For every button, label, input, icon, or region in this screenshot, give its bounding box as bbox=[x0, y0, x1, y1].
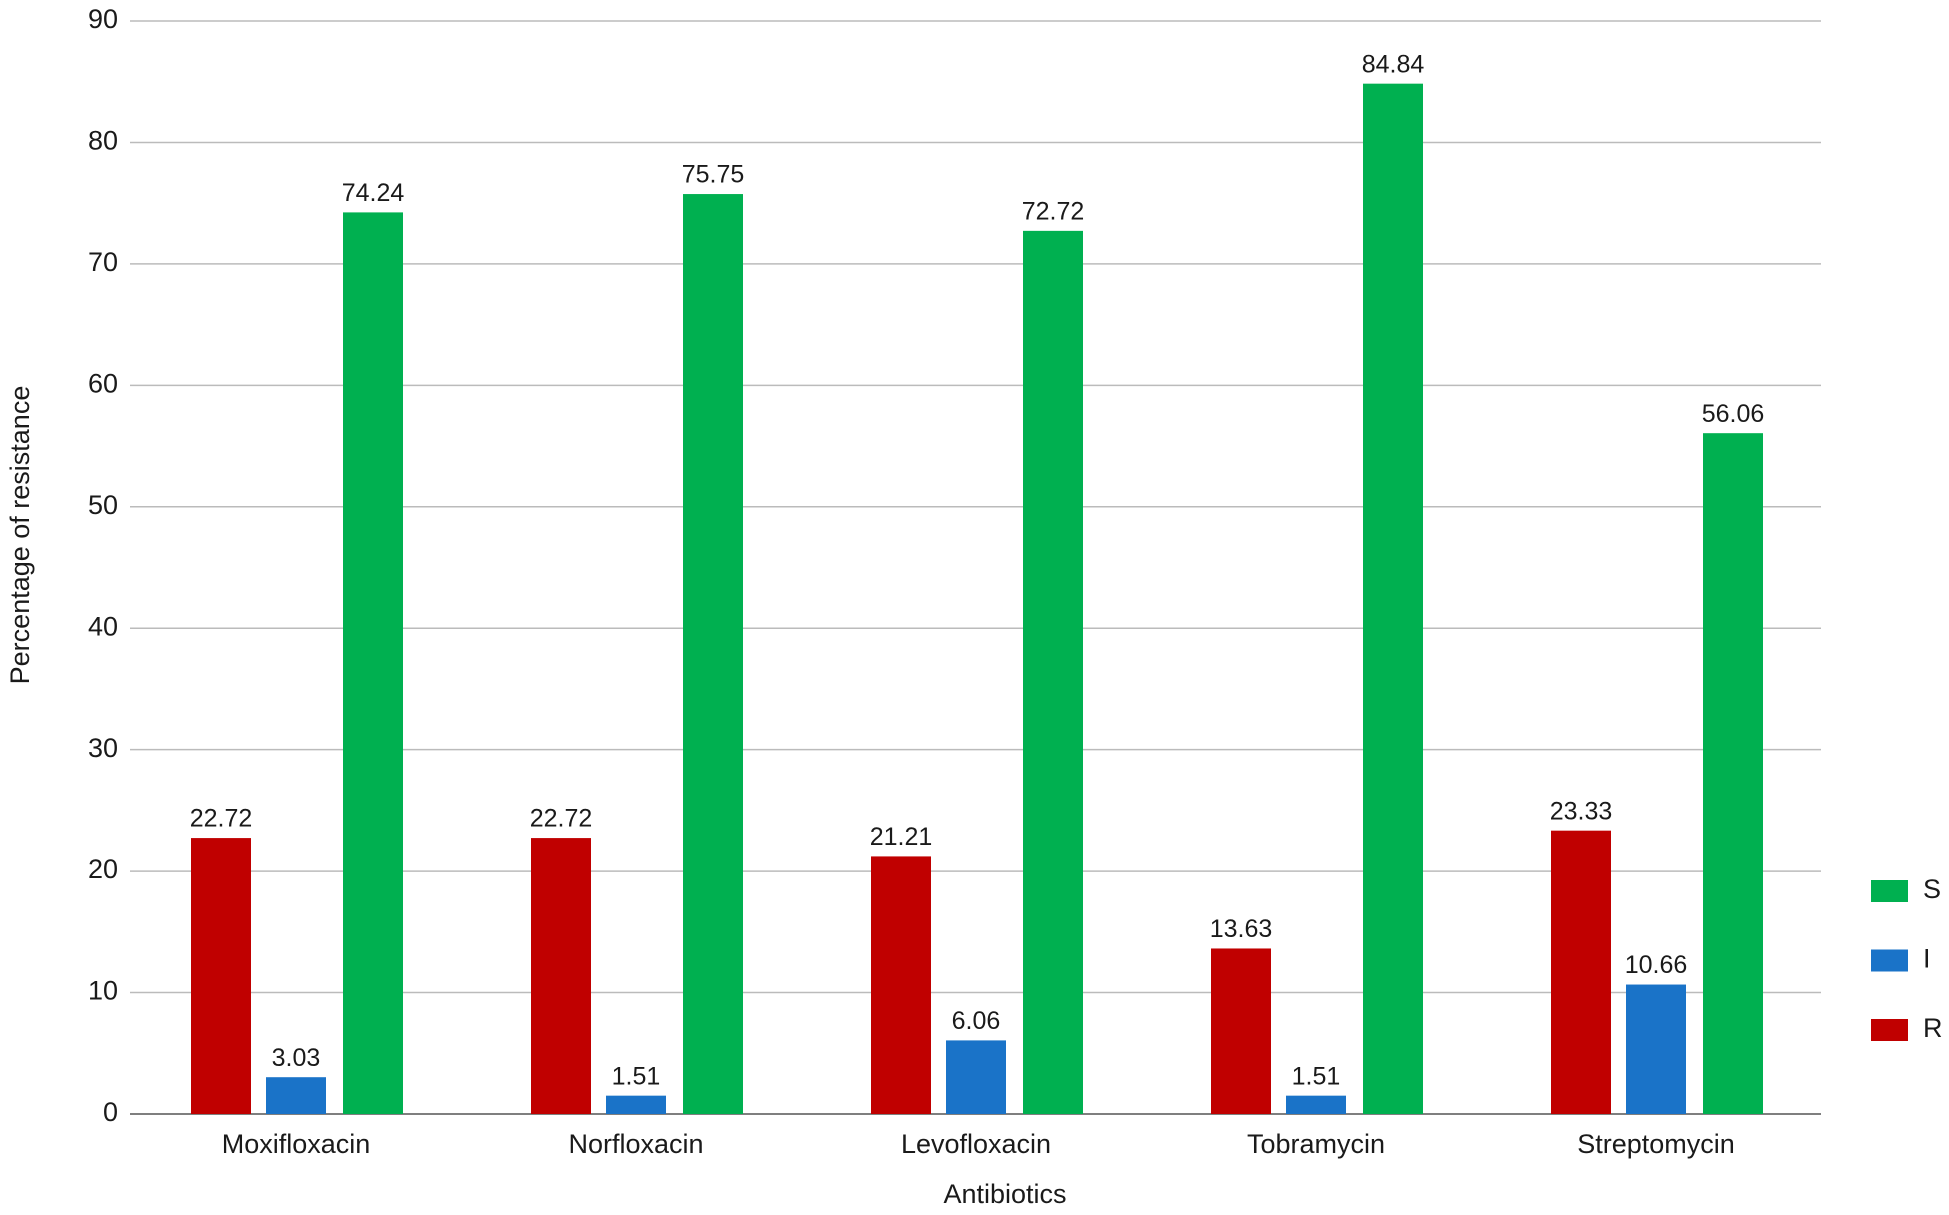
bar bbox=[1551, 830, 1611, 1114]
value-label: 56.06 bbox=[1702, 400, 1765, 428]
bar bbox=[1363, 83, 1423, 1115]
bar bbox=[531, 838, 591, 1114]
value-label: 72.72 bbox=[1022, 197, 1085, 225]
value-label: 3.03 bbox=[272, 1044, 321, 1072]
y-axis-label: Percentage of resistance bbox=[5, 386, 35, 685]
value-label: 10.66 bbox=[1625, 951, 1688, 979]
bar bbox=[946, 1040, 1006, 1114]
y-tick-label: 10 bbox=[88, 976, 118, 1006]
y-tick-label: 90 bbox=[88, 4, 118, 34]
bar bbox=[871, 856, 931, 1114]
y-tick-label: 60 bbox=[88, 368, 118, 398]
x-tick-label: Levofloxacin bbox=[901, 1129, 1051, 1159]
legend-label: S bbox=[1923, 874, 1941, 904]
legend-swatch bbox=[1871, 949, 1908, 972]
bar bbox=[1626, 984, 1686, 1114]
value-label: 21.21 bbox=[870, 823, 933, 851]
y-tick-label: 40 bbox=[88, 611, 118, 641]
y-tick-label: 50 bbox=[88, 490, 118, 520]
value-label: 23.33 bbox=[1550, 797, 1613, 825]
y-tick-label: 0 bbox=[103, 1097, 118, 1127]
bar bbox=[1211, 948, 1271, 1114]
x-tick-label: Tobramycin bbox=[1247, 1129, 1385, 1159]
bar bbox=[266, 1077, 326, 1114]
value-label: 75.75 bbox=[682, 161, 745, 189]
y-tick-label: 80 bbox=[88, 126, 118, 156]
bar bbox=[191, 838, 251, 1114]
legend-label: I bbox=[1923, 944, 1931, 974]
value-label: 1.51 bbox=[1292, 1062, 1341, 1090]
value-label: 84.84 bbox=[1362, 50, 1425, 78]
value-label: 6.06 bbox=[952, 1007, 1001, 1035]
x-axis-label: Antibiotics bbox=[943, 1179, 1066, 1209]
x-tick-label: Moxifloxacin bbox=[222, 1129, 371, 1159]
value-label: 74.24 bbox=[342, 179, 405, 207]
y-tick-label: 20 bbox=[88, 854, 118, 884]
value-label: 22.72 bbox=[190, 805, 253, 833]
x-tick-label: Norfloxacin bbox=[568, 1129, 703, 1159]
bar bbox=[1703, 433, 1763, 1114]
x-tick-label: Streptomycin bbox=[1577, 1129, 1735, 1159]
legend-swatch bbox=[1871, 880, 1908, 902]
bar bbox=[1023, 230, 1083, 1114]
legend-swatch bbox=[1871, 1019, 1908, 1041]
bar bbox=[343, 212, 403, 1115]
value-label: 22.72 bbox=[530, 805, 593, 833]
y-tick-label: 70 bbox=[88, 247, 118, 277]
legend-label: R bbox=[1923, 1013, 1943, 1043]
bar bbox=[683, 194, 743, 1114]
value-label: 1.51 bbox=[612, 1062, 661, 1090]
value-label: 13.63 bbox=[1210, 915, 1273, 943]
y-tick-label: 30 bbox=[88, 733, 118, 763]
bar bbox=[1286, 1095, 1346, 1114]
bar bbox=[606, 1095, 666, 1114]
